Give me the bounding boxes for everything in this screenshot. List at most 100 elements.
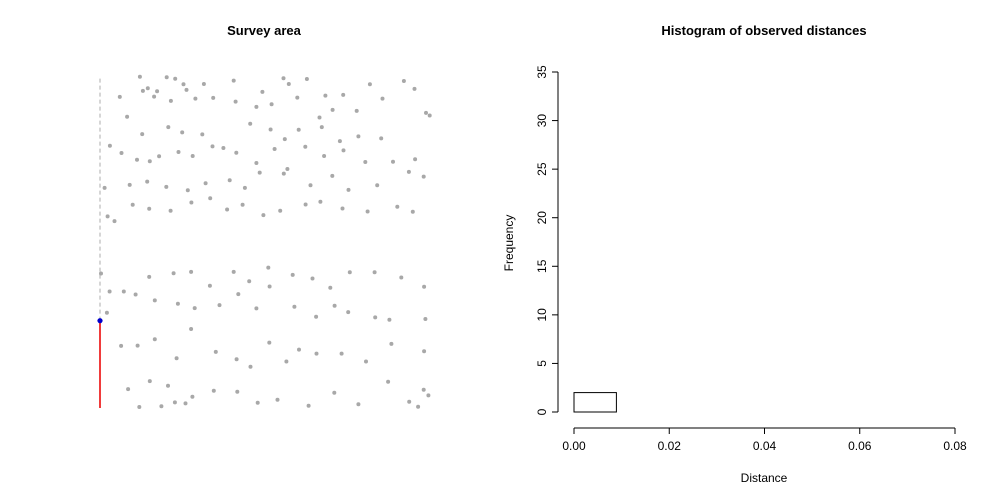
histogram-panel: Histogram of observed distances 0 5 10 15 20… [502, 23, 967, 485]
animal-point [234, 357, 239, 362]
animal-point [310, 276, 315, 281]
animal-point [306, 403, 311, 408]
animal-point [185, 188, 190, 193]
animal-point [427, 113, 432, 118]
animal-point [340, 206, 345, 211]
animal-point [184, 87, 189, 92]
animal-point [257, 170, 262, 175]
animal-point [297, 347, 301, 352]
animal-point [189, 200, 194, 205]
animal-point [395, 204, 400, 209]
animal-point [152, 337, 157, 342]
animal-point [217, 303, 222, 308]
animal-point [174, 356, 179, 361]
animal-point [332, 390, 337, 395]
x-axis: 0.00 0.02 0.04 0.06 0.08 [562, 427, 967, 453]
animal-point [200, 132, 205, 137]
animal-point [254, 306, 259, 311]
animal-point [413, 157, 418, 162]
animal-point [147, 274, 152, 279]
animal-point [207, 283, 212, 288]
animal-point [211, 388, 216, 393]
animal-point [266, 265, 271, 270]
animal-point [322, 154, 327, 158]
animal-point [99, 271, 103, 276]
animal-point [225, 207, 230, 212]
animal-point [137, 74, 142, 79]
animal-point [346, 187, 351, 192]
y-tick-label: 30 [535, 114, 549, 128]
animal-point [286, 82, 291, 86]
animal-point [127, 182, 132, 187]
animal-point [152, 298, 157, 303]
y-axis-label: Frequency [502, 215, 516, 272]
animal-point [278, 208, 283, 213]
animal-point [365, 209, 370, 214]
animal-point [135, 157, 139, 162]
animal-point [269, 102, 274, 107]
animal-point [292, 304, 297, 309]
animal-point [406, 169, 411, 174]
animal-point [375, 183, 380, 188]
animal-point [145, 179, 150, 184]
animal-point [255, 400, 260, 405]
animal-point [323, 93, 328, 98]
animal-point [401, 79, 406, 83]
animal-point [424, 110, 428, 115]
animal-point [295, 95, 300, 100]
animal-point [121, 289, 126, 294]
animal-point [337, 139, 342, 144]
histogram-bars [573, 392, 617, 413]
animal-point [119, 151, 124, 155]
animal-point [236, 292, 241, 297]
animal-point [303, 202, 308, 207]
animal-point [268, 127, 273, 132]
animal-point [173, 76, 178, 81]
animal-point [318, 199, 323, 204]
animal-point [346, 310, 351, 315]
y-tick-label: 0 [535, 408, 549, 415]
animal-point [363, 160, 368, 164]
animal-point [341, 92, 346, 97]
histogram-title: Histogram of observed distances [661, 23, 866, 38]
animal-point [171, 271, 176, 276]
animal-point [235, 389, 240, 394]
animal-point [193, 96, 198, 101]
animal-point [242, 185, 247, 190]
y-tick-label: 20 [535, 211, 549, 225]
y-tick-label: 35 [535, 65, 549, 79]
animal-point [319, 125, 324, 130]
animal-point [379, 136, 384, 141]
animal-locations [99, 74, 432, 409]
animal-point [105, 214, 110, 219]
animal-point [261, 213, 266, 218]
animal-point [422, 349, 427, 354]
animal-point [330, 107, 335, 112]
animal-point [284, 359, 289, 364]
animal-point [272, 147, 277, 151]
y-tick-label: 15 [535, 259, 549, 273]
animal-point [203, 181, 208, 186]
animal-point [332, 303, 337, 308]
animal-point [260, 89, 265, 94]
animal-point [112, 219, 117, 224]
animal-point [267, 284, 272, 289]
animal-point [102, 185, 107, 190]
animal-point [145, 86, 150, 91]
animal-point [341, 148, 346, 153]
animal-point [275, 397, 280, 402]
animal-point [328, 285, 333, 290]
animal-point [164, 75, 169, 80]
x-tick-label: 0.04 [753, 439, 777, 453]
animal-point [285, 167, 290, 171]
animal-point [303, 144, 308, 149]
animal-point [175, 301, 180, 306]
animal-point [157, 154, 162, 159]
animal-point [213, 349, 218, 354]
animal-point [231, 269, 236, 274]
animal-point [104, 310, 109, 315]
animal-point [125, 114, 130, 119]
observer-position [97, 318, 103, 324]
animal-point [231, 78, 236, 83]
animal-point [248, 364, 253, 369]
